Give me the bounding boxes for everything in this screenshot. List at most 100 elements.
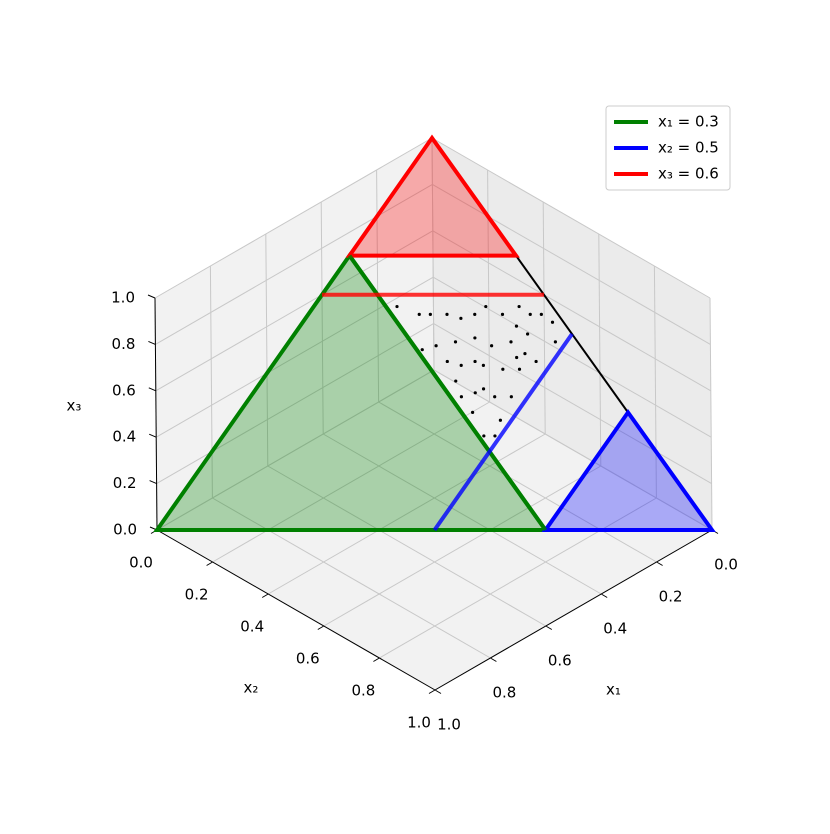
point bbox=[490, 344, 494, 348]
tick-mark bbox=[261, 593, 269, 598]
point bbox=[459, 363, 463, 367]
legend-box bbox=[605, 105, 731, 191]
y-tick-label: 0.2 bbox=[185, 586, 209, 604]
x-tick-label: 0.0 bbox=[714, 556, 738, 574]
x-tick-label: 1.0 bbox=[437, 716, 461, 734]
z-tick-label: 0.8 bbox=[112, 335, 136, 353]
point bbox=[509, 395, 513, 399]
point bbox=[417, 312, 421, 316]
point bbox=[501, 367, 505, 371]
x-axis-label: x₁ bbox=[606, 681, 621, 699]
grid-line bbox=[265, 233, 269, 467]
grid-line bbox=[154, 137, 433, 299]
grid-line bbox=[267, 465, 547, 627]
grid-line bbox=[156, 323, 434, 485]
x-tick-label: 0.6 bbox=[548, 652, 572, 670]
tick-mark bbox=[206, 561, 213, 566]
point bbox=[484, 304, 488, 309]
point bbox=[509, 340, 513, 344]
axis-line bbox=[434, 529, 713, 691]
grid-line bbox=[155, 276, 434, 438]
y-tick-label: 0.6 bbox=[296, 650, 320, 668]
region bbox=[345, 134, 520, 258]
tick-mark bbox=[148, 340, 156, 345]
point bbox=[473, 391, 477, 395]
grid-line bbox=[155, 183, 433, 345]
tick-mark bbox=[545, 625, 553, 630]
y-tick-label: 0.0 bbox=[129, 554, 153, 572]
grid-line bbox=[487, 169, 491, 403]
point bbox=[473, 312, 477, 316]
grid-line bbox=[598, 233, 602, 467]
grid-line bbox=[376, 169, 380, 403]
grid-line bbox=[212, 401, 490, 563]
grid-line bbox=[322, 433, 602, 595]
grid-line bbox=[378, 401, 657, 563]
point bbox=[517, 367, 522, 371]
point bbox=[534, 359, 538, 364]
point bbox=[514, 324, 519, 328]
x-tick-label: 0.8 bbox=[492, 684, 516, 702]
grid-line bbox=[542, 201, 546, 435]
grid-line bbox=[267, 433, 546, 595]
point bbox=[445, 312, 449, 316]
z-tick-label: 0.4 bbox=[112, 428, 136, 446]
grid-line bbox=[156, 369, 435, 531]
tick-mark bbox=[434, 689, 442, 694]
grid-line bbox=[379, 497, 657, 659]
point bbox=[473, 336, 477, 340]
legend-label: x₁ = 0.3 bbox=[658, 113, 719, 131]
point bbox=[553, 340, 558, 344]
z-tick-label: 0.0 bbox=[113, 521, 137, 539]
legend-label: x₂ = 0.5 bbox=[658, 139, 719, 157]
grid-line bbox=[431, 137, 711, 299]
tick-mark bbox=[490, 657, 497, 662]
point bbox=[528, 312, 532, 316]
legend-label: x₃ = 0.6 bbox=[658, 165, 719, 183]
tick-mark bbox=[149, 433, 157, 438]
point bbox=[526, 332, 530, 336]
point bbox=[500, 312, 505, 316]
grid-line bbox=[432, 183, 711, 345]
point bbox=[550, 320, 555, 324]
point bbox=[481, 387, 486, 391]
tick-mark bbox=[600, 593, 608, 598]
z-tick-label: 0.6 bbox=[112, 381, 136, 399]
grid-line bbox=[709, 297, 713, 531]
y-tick-label: 0.4 bbox=[240, 618, 264, 636]
grid-line bbox=[432, 276, 712, 438]
tick-mark bbox=[147, 294, 156, 299]
grid-line bbox=[320, 201, 324, 435]
axis-line bbox=[154, 297, 158, 531]
point bbox=[459, 395, 463, 399]
point bbox=[482, 434, 486, 438]
level-line bbox=[432, 332, 574, 532]
tick-mark bbox=[373, 657, 380, 662]
grid-line bbox=[323, 465, 602, 627]
point bbox=[445, 359, 449, 364]
z-tick-label: 0.2 bbox=[113, 474, 137, 492]
y-tick-label: 1.0 bbox=[407, 714, 431, 732]
tick-mark bbox=[428, 689, 436, 694]
level-line bbox=[347, 254, 548, 532]
point bbox=[517, 304, 521, 309]
y-tick-label: 0.8 bbox=[351, 682, 375, 700]
z-tick-label: 1.0 bbox=[111, 289, 135, 307]
point bbox=[515, 355, 519, 360]
tick-mark bbox=[656, 561, 663, 566]
point bbox=[453, 340, 458, 344]
grid-line bbox=[653, 265, 657, 499]
point bbox=[395, 304, 399, 309]
point bbox=[523, 352, 527, 356]
tick-mark bbox=[149, 480, 157, 485]
point bbox=[471, 410, 475, 414]
point bbox=[459, 316, 463, 320]
tick-mark bbox=[148, 387, 156, 392]
point bbox=[428, 312, 432, 316]
z-axis-label: x₃ bbox=[67, 397, 82, 415]
point bbox=[473, 359, 477, 364]
x-tick-label: 0.2 bbox=[659, 588, 683, 606]
point bbox=[539, 312, 543, 316]
x-tick-label: 0.4 bbox=[603, 620, 627, 638]
